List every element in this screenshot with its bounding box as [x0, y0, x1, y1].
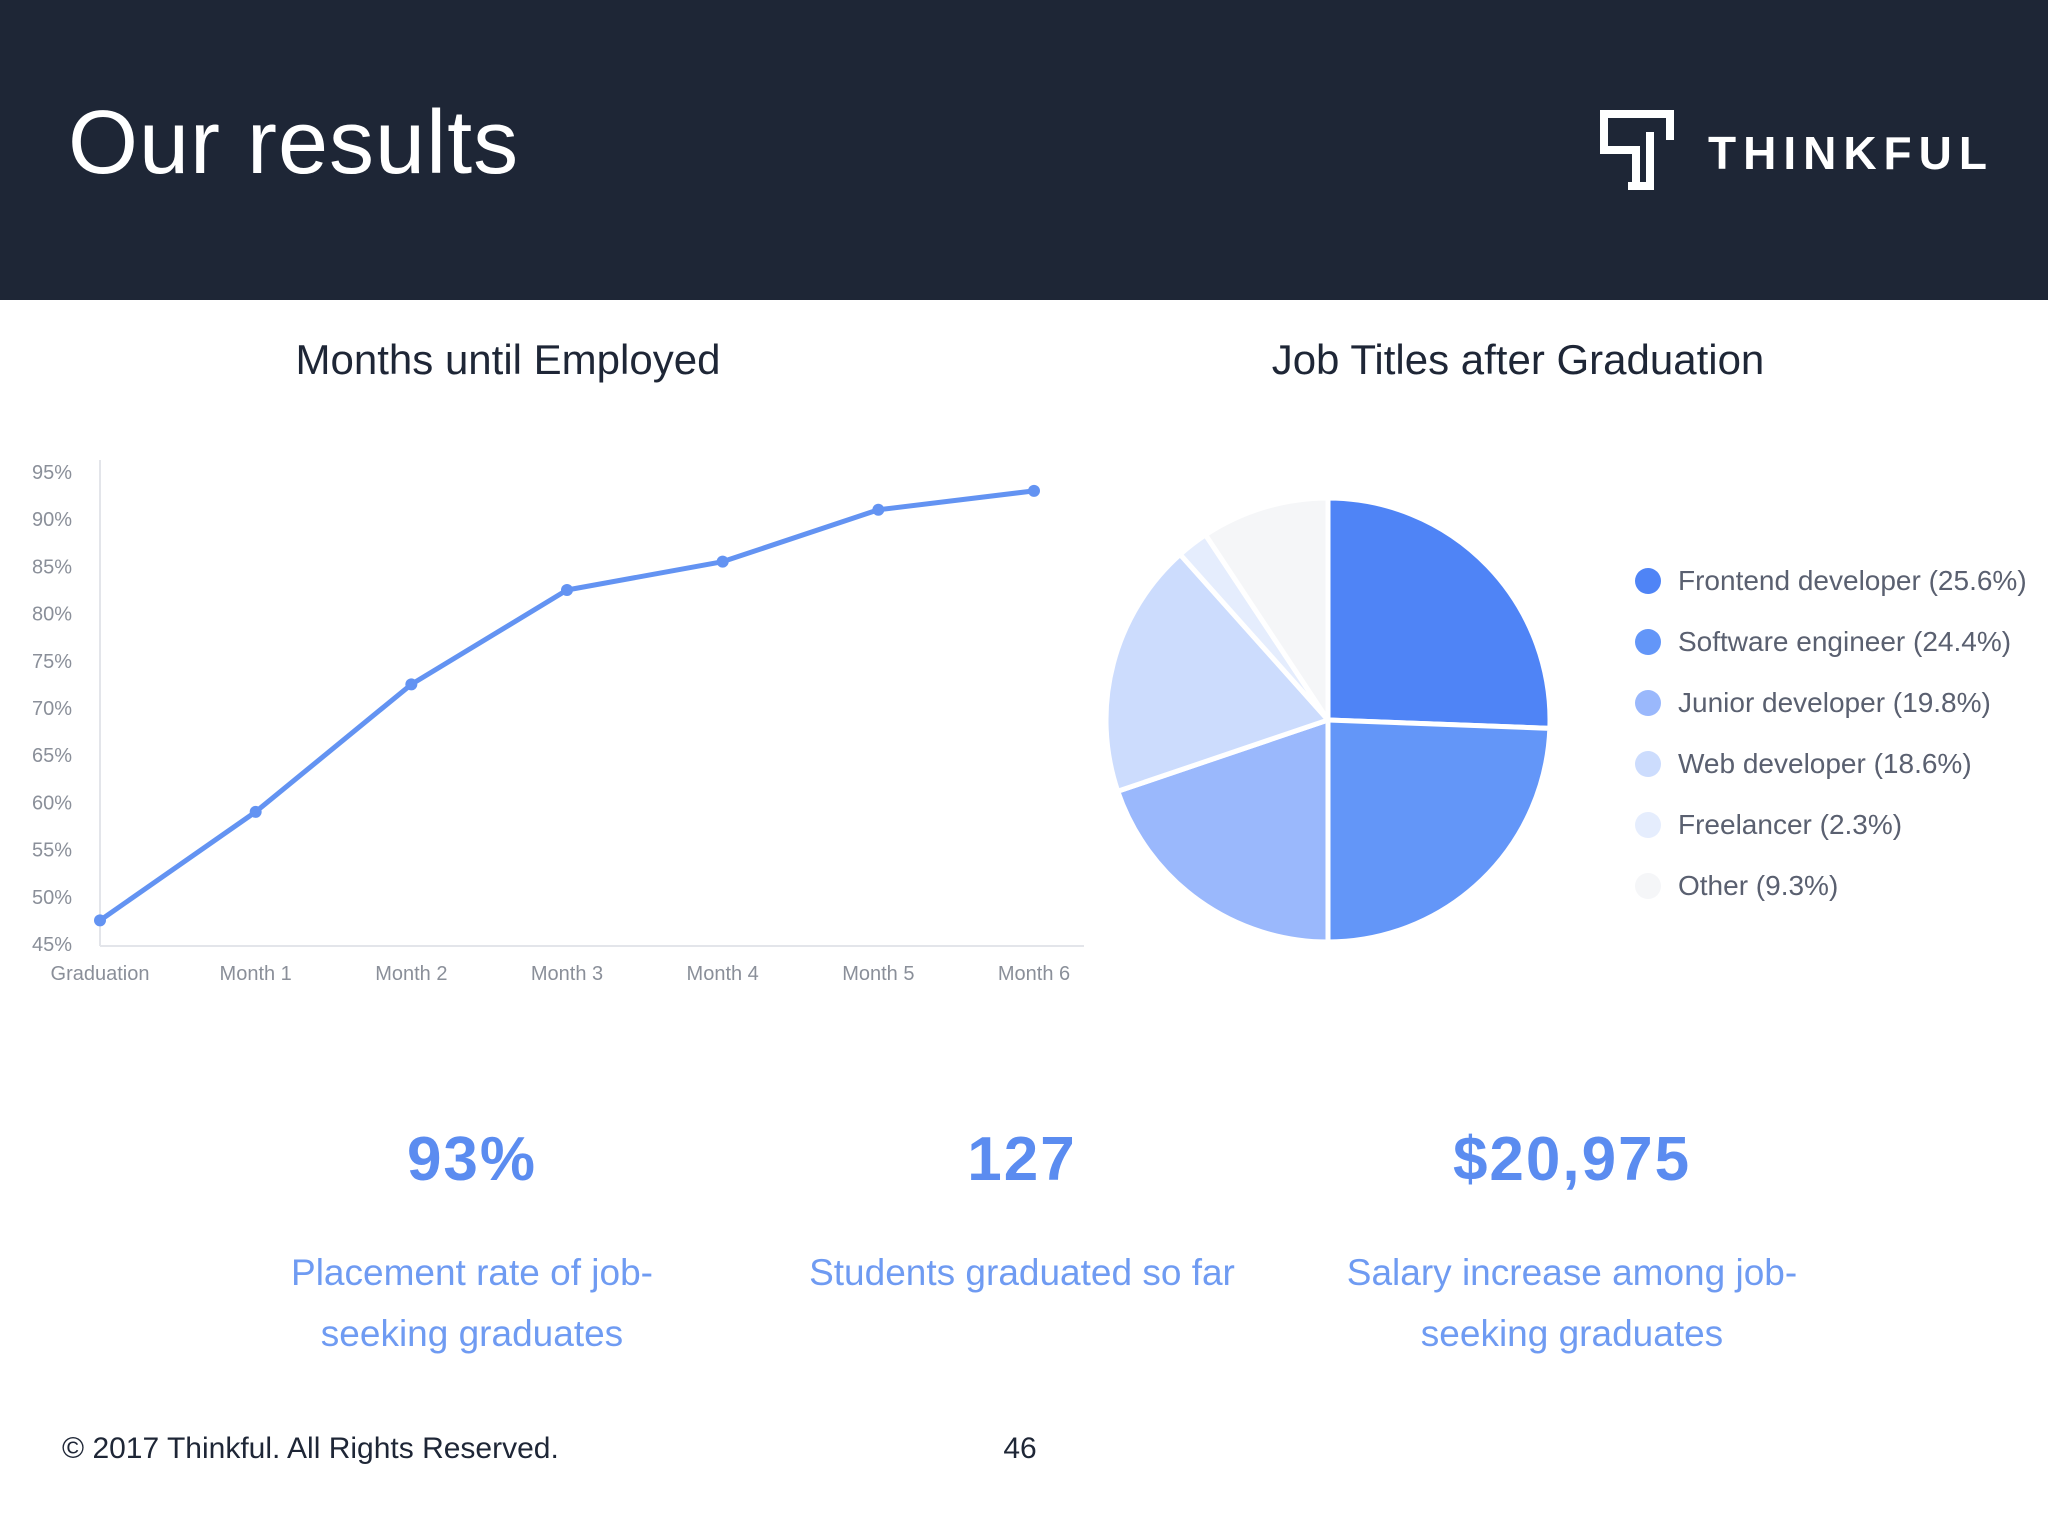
- stat-salary-increase: $20,975 Salary increase among job-seekin…: [1292, 1120, 1852, 1364]
- stat-students-graduated: 127 Students graduated so far: [742, 1120, 1302, 1303]
- y-tick-label: 55%: [32, 840, 72, 862]
- legend-swatch: [1635, 690, 1661, 716]
- pie-slice: [1325, 495, 1553, 731]
- x-tick-label: Month 4: [687, 963, 759, 985]
- thinkful-logo-icon: [1600, 110, 1674, 190]
- legend-item: Frontend developer (25.6%): [1630, 555, 2048, 616]
- series-line: [98, 488, 1035, 923]
- stat-value: 93%: [406, 1125, 538, 1194]
- legend-item: Junior developer (19.8%): [1630, 677, 2048, 738]
- data-point: [872, 503, 885, 516]
- line-chart-title: Months until Employed: [295, 336, 721, 383]
- stat-value: 127: [967, 1125, 1077, 1194]
- slide-title: Our results: [68, 93, 520, 193]
- data-point: [249, 805, 262, 818]
- y-tick-label: 85%: [32, 556, 72, 578]
- y-tick-label: 45%: [32, 934, 72, 956]
- pie-slice: [1203, 495, 1331, 723]
- data-point: [94, 914, 106, 927]
- pie-slice: [1103, 551, 1331, 794]
- legend-swatch: [1635, 629, 1661, 655]
- x-tick-label: Month 6: [998, 963, 1070, 985]
- pie-chart: [1103, 495, 1553, 945]
- x-tick-label: Graduation: [51, 963, 150, 985]
- logo-wordmark: THINKFUL: [1708, 127, 1994, 179]
- y-tick-label: 65%: [32, 745, 72, 767]
- x-tick-label: Month 1: [220, 963, 292, 985]
- page-number: 46: [1003, 1432, 1037, 1465]
- legend-label: Junior developer (19.8%): [1678, 687, 1991, 718]
- stat-description: Placement rate of job-seeking graduates: [291, 1252, 653, 1354]
- legend-label: Other (9.3%): [1678, 870, 1839, 901]
- data-point: [561, 584, 573, 596]
- y-tick-label: 60%: [32, 792, 72, 814]
- data-point: [405, 678, 418, 691]
- line-chart: 95% 90% 85% 80% 75% 70% 65% 60% 55% 50% 45% Graduat…: [32, 460, 1084, 985]
- pie-legend: Frontend developer (25.6%) Software engi…: [1630, 555, 2048, 921]
- y-tick-label: 75%: [32, 651, 72, 673]
- data-point: [1028, 484, 1040, 497]
- stat-description: Salary increase among job-seeking gradua…: [1346, 1252, 1798, 1354]
- legend-swatch: [1635, 812, 1661, 838]
- legend-swatch: [1635, 873, 1661, 899]
- x-tick-label: Month 5: [842, 963, 914, 985]
- legend-item: Other (9.3%): [1630, 860, 2048, 921]
- legend-label: Software engineer (24.4%): [1678, 626, 2012, 657]
- data-point: [716, 555, 729, 568]
- stat-value: $20,975: [1452, 1125, 1692, 1194]
- x-tick-label: Month 3: [531, 963, 603, 985]
- stat-placement-rate: 93% Placement rate of job-seeking gradua…: [192, 1120, 752, 1364]
- legend-item: Freelancer (2.3%): [1630, 799, 2048, 860]
- legend-swatch: [1635, 568, 1661, 594]
- y-tick-label: 95%: [32, 462, 72, 484]
- y-tick-label: 50%: [32, 887, 72, 909]
- legend-label: Web developer (18.6%): [1678, 748, 1972, 779]
- footer-copyright: © 2017 Thinkful. All Rights Reserved.: [62, 1432, 559, 1465]
- legend-label: Frontend developer (25.6%): [1678, 565, 2027, 596]
- legend-item: Web developer (18.6%): [1630, 738, 2048, 799]
- legend-item: Software engineer (24.4%): [1630, 616, 2048, 677]
- thinkful-logo: THINKFUL: [1600, 110, 1987, 190]
- legend-label: Freelancer (2.3%): [1678, 809, 1903, 840]
- x-tick-label: Month 2: [375, 963, 447, 985]
- y-tick-label: 80%: [32, 604, 72, 626]
- y-tick-label: 90%: [32, 509, 72, 531]
- y-tick-label: 70%: [32, 698, 72, 720]
- pie-slice: [1325, 717, 1553, 945]
- stat-description: Students graduated so far: [809, 1252, 1235, 1293]
- pie-chart-title: Job Titles after Graduation: [1271, 336, 1765, 383]
- header-bar: Our results THINKFUL: [0, 0, 2048, 300]
- legend-swatch: [1635, 751, 1661, 777]
